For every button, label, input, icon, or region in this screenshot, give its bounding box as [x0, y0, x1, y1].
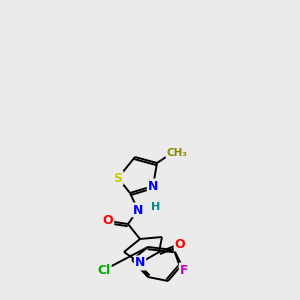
Text: Cl: Cl — [98, 263, 111, 277]
Text: F: F — [180, 263, 188, 277]
Text: CH₃: CH₃ — [167, 148, 188, 158]
Text: S: S — [113, 172, 122, 184]
Text: N: N — [148, 179, 158, 193]
Text: N: N — [133, 203, 143, 217]
Text: N: N — [135, 256, 145, 269]
Text: O: O — [175, 238, 185, 250]
Text: O: O — [103, 214, 113, 227]
Text: H: H — [152, 202, 160, 212]
